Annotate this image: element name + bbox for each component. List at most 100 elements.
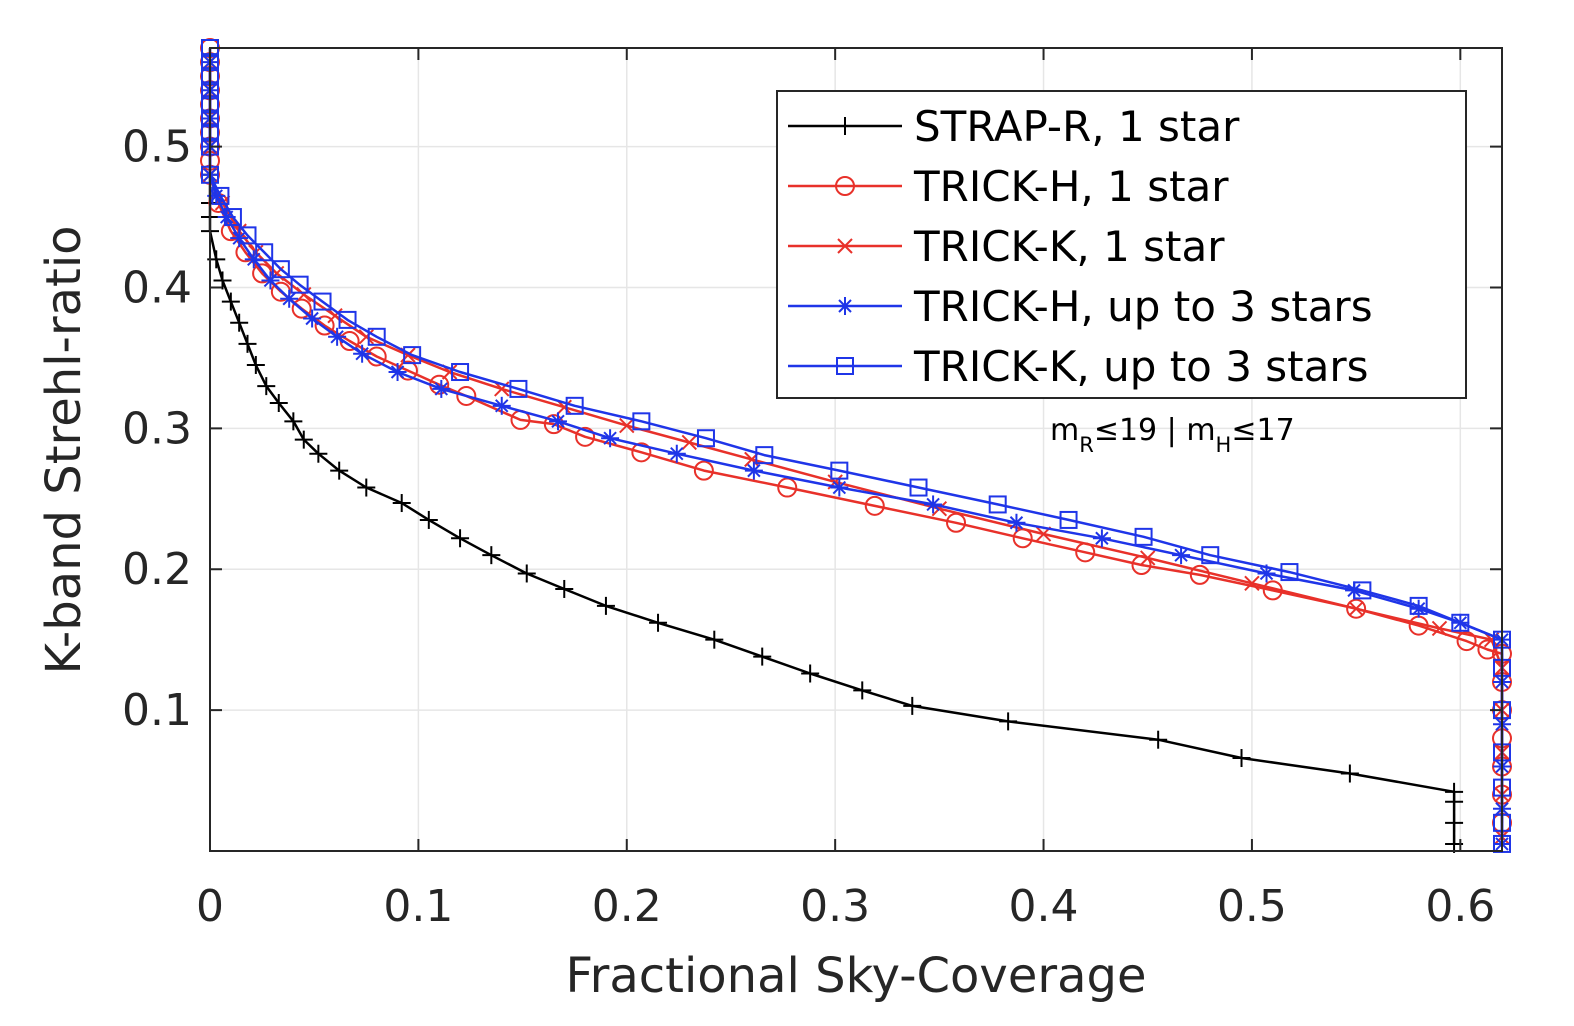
cross-marker bbox=[1244, 575, 1260, 592]
square-marker bbox=[211, 186, 230, 205]
plus-marker bbox=[753, 647, 772, 666]
cross-marker bbox=[556, 399, 572, 415]
square-marker bbox=[223, 208, 242, 227]
cross-marker bbox=[1140, 550, 1156, 566]
x-axis-label: Fractional Sky-Coverage bbox=[565, 948, 1146, 1004]
square-marker bbox=[509, 379, 528, 398]
plus-marker bbox=[1340, 764, 1359, 783]
plus-marker bbox=[1445, 813, 1464, 832]
plus-marker bbox=[238, 334, 257, 353]
square-marker bbox=[1280, 563, 1299, 582]
plus-marker bbox=[1232, 749, 1251, 768]
plus-marker bbox=[1445, 792, 1464, 811]
plus-marker bbox=[705, 630, 724, 649]
y-tick-labels: 0.1 0.2 0.3 0.4 0.5 bbox=[122, 122, 192, 737]
square-marker bbox=[909, 478, 928, 497]
plus-marker bbox=[1149, 730, 1168, 749]
cross-marker bbox=[1348, 600, 1364, 617]
square-marker bbox=[830, 461, 849, 480]
legend-label: TRICK-K, 1 star bbox=[913, 222, 1225, 271]
square-marker bbox=[755, 446, 774, 465]
star-marker bbox=[328, 327, 347, 346]
magnitude-annotation: mR≤19 | mH≤17 bbox=[1050, 413, 1295, 457]
plus-marker bbox=[999, 712, 1018, 731]
x-tick-label: 0 bbox=[196, 881, 224, 932]
square-marker bbox=[313, 292, 332, 311]
legend-label: TRICK-H, up to 3 stars bbox=[913, 282, 1373, 331]
square-marker bbox=[238, 226, 257, 245]
cross-marker bbox=[681, 434, 697, 451]
star-marker bbox=[667, 444, 686, 463]
plus-marker bbox=[853, 681, 872, 700]
plus-marker bbox=[330, 461, 349, 480]
x-tick-label: 0.2 bbox=[592, 881, 662, 932]
legend-item-4: TRICK-H, up to 3 stars bbox=[788, 282, 1373, 331]
plus-marker bbox=[309, 444, 328, 463]
star-marker bbox=[388, 363, 407, 382]
circle-marker bbox=[631, 442, 652, 463]
cross-marker bbox=[1431, 620, 1448, 637]
star-marker bbox=[1172, 546, 1191, 565]
y-tick-label: 0.1 bbox=[122, 685, 192, 736]
plus-marker bbox=[213, 271, 232, 290]
circle-marker bbox=[777, 477, 798, 498]
star-marker bbox=[1092, 529, 1111, 548]
plus-marker bbox=[451, 529, 470, 548]
star-marker bbox=[924, 495, 943, 514]
plus-marker bbox=[903, 696, 922, 715]
plus-marker bbox=[392, 494, 411, 513]
circle-marker bbox=[1189, 564, 1210, 585]
plus-marker bbox=[419, 510, 438, 529]
star-marker bbox=[1257, 564, 1276, 583]
circle-marker bbox=[864, 495, 885, 516]
y-tick-label: 0.5 bbox=[122, 122, 192, 173]
circle-marker bbox=[314, 315, 335, 336]
y-axis-label: K-band Strehl-ratio bbox=[36, 225, 92, 674]
square-marker bbox=[696, 429, 715, 448]
x-tick-label: 0.1 bbox=[383, 881, 453, 932]
circle-marker bbox=[1346, 598, 1367, 619]
x-tick-label: 0.4 bbox=[1009, 881, 1079, 932]
square-marker bbox=[255, 243, 274, 262]
square-marker bbox=[367, 327, 386, 346]
legend-item-5: TRICK-K, up to 3 stars bbox=[788, 342, 1369, 391]
square-marker bbox=[565, 396, 584, 415]
legend-item-2: TRICK-H, 1 star bbox=[788, 162, 1229, 211]
square-marker bbox=[1409, 596, 1428, 615]
plus-marker bbox=[221, 292, 240, 311]
legend-label: TRICK-H, 1 star bbox=[913, 162, 1229, 211]
legend-box bbox=[776, 90, 1467, 399]
square-marker bbox=[1353, 581, 1372, 600]
square-marker bbox=[1059, 510, 1078, 529]
plus-marker bbox=[517, 564, 536, 583]
star-marker bbox=[836, 297, 854, 315]
cross-marker bbox=[619, 417, 635, 434]
square-marker bbox=[988, 495, 1007, 514]
square-marker bbox=[290, 275, 309, 294]
plot-frame bbox=[209, 47, 1503, 852]
star-marker bbox=[303, 309, 322, 328]
plus-marker bbox=[649, 613, 668, 632]
y-tick-label: 0.2 bbox=[122, 544, 192, 595]
circle-marker bbox=[835, 176, 855, 196]
plus-marker bbox=[269, 394, 288, 413]
y-tick-label: 0.4 bbox=[122, 262, 192, 313]
x-tick-label: 0.6 bbox=[1425, 881, 1495, 932]
plus-marker bbox=[294, 430, 313, 449]
square-marker bbox=[836, 357, 854, 375]
plus-marker bbox=[482, 546, 501, 565]
x-tick-labels: 0 0.1 0.2 0.3 0.4 0.5 0.6 bbox=[196, 881, 1495, 932]
star-marker bbox=[244, 250, 263, 269]
legend-label: STRAP-R, 1 star bbox=[914, 102, 1240, 151]
cross-marker bbox=[837, 238, 853, 254]
star-marker bbox=[280, 289, 299, 308]
star-marker bbox=[549, 412, 568, 431]
circle-marker bbox=[291, 298, 312, 319]
plus-marker bbox=[801, 664, 820, 683]
legend-item-1: STRAP-R, 1 star bbox=[788, 102, 1240, 151]
series-line bbox=[208, 62, 1504, 837]
square-marker bbox=[1201, 546, 1220, 565]
x-tick-label: 0.3 bbox=[800, 881, 870, 932]
plus-marker bbox=[230, 313, 249, 332]
